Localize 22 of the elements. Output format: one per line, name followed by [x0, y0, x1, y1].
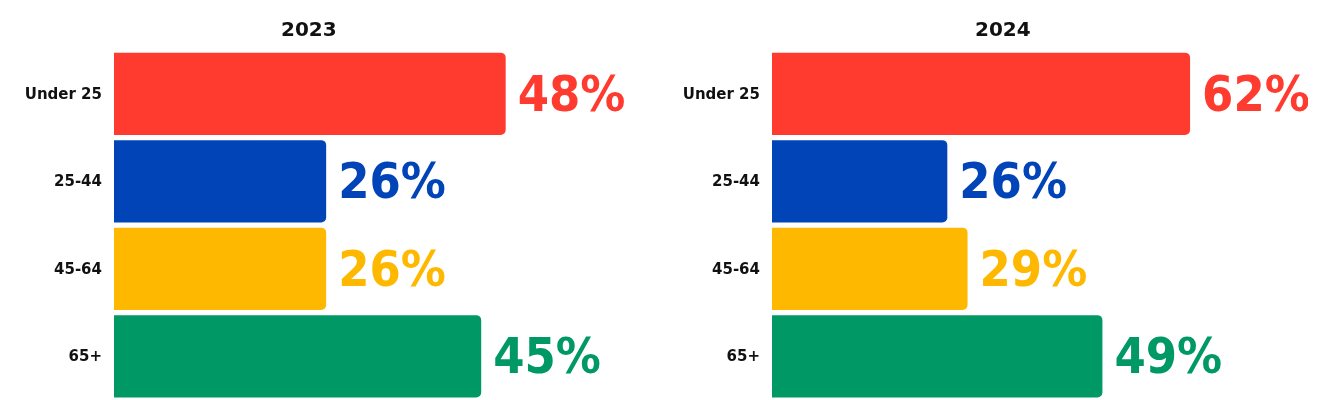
- bar: [772, 140, 948, 223]
- bar: [772, 52, 1191, 135]
- y-tick-label: 45-64: [712, 259, 760, 278]
- chart-title: 2023: [281, 17, 337, 41]
- y-tick-label: 25-44: [712, 172, 760, 191]
- data-label: 29%: [979, 239, 1088, 298]
- chart-title: 2024: [975, 17, 1031, 41]
- data-label: 62%: [1202, 64, 1310, 123]
- y-tick-label: Under 25: [682, 84, 760, 103]
- data-label: 26%: [338, 239, 446, 298]
- bar: [772, 315, 1103, 398]
- data-label: 26%: [959, 152, 1067, 211]
- y-tick-label: 65+: [68, 347, 102, 366]
- data-label: 48%: [517, 64, 626, 123]
- y-tick-label: 25-44: [54, 172, 102, 191]
- data-label: 45%: [493, 327, 601, 386]
- bar: [772, 227, 968, 310]
- data-label: 26%: [338, 152, 446, 211]
- y-tick-label: 45-64: [54, 259, 102, 278]
- y-tick-label: Under 25: [24, 84, 102, 103]
- data-label: 49%: [1114, 327, 1223, 386]
- y-tick-label: 65+: [726, 347, 760, 366]
